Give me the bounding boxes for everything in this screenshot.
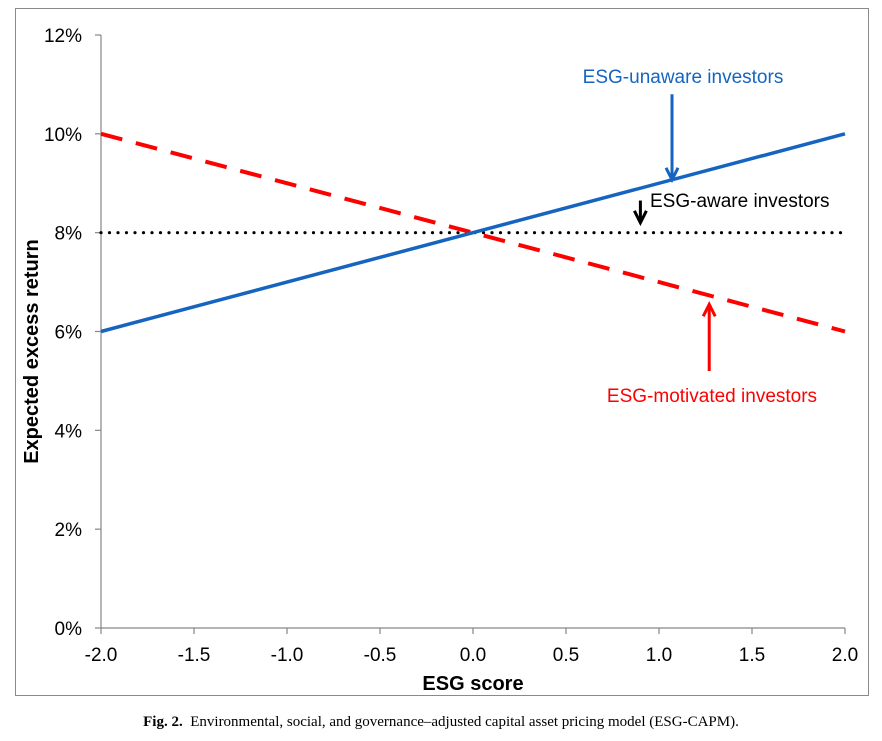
x-tick-label: -2.0 [85, 645, 118, 666]
arrow-head [664, 167, 680, 184]
x-axis-label: ESG score [422, 673, 523, 695]
caption-text: Environmental, social, and governance–ad… [190, 714, 739, 730]
y-tick-label: 8% [55, 224, 83, 245]
y-axis-label: Expected excess return [21, 239, 43, 464]
x-tick-label: 0.0 [460, 645, 486, 666]
chart-frame [15, 8, 869, 696]
x-tick-label: -1.5 [178, 645, 211, 666]
x-tick-label: -0.5 [364, 645, 397, 666]
y-tick-label: 4% [55, 421, 83, 442]
y-tick-label: 2% [55, 520, 83, 541]
axes: 0% 2% 4% 6% 8% 10% 12% -2.0 -1.5 -1.0 -0.5 0.0 0.5 1.… [44, 26, 858, 666]
x-tick-label: 0.5 [553, 645, 579, 666]
x-tick-label: 1.5 [739, 645, 765, 666]
caption-label: Fig. 2. [143, 714, 183, 730]
annotations-layer: ESG-unaware investors ESG-aware investors… [583, 67, 830, 407]
series-line-esg-unaware-investors [100, 132, 846, 334]
y-tick-label: 12% [44, 26, 82, 47]
annotation-label: ESG-aware investors [650, 191, 830, 212]
series-line-esg-motivated-investors [100, 131, 846, 334]
series-layer [99, 131, 847, 334]
arrow-head [701, 300, 717, 317]
x-tick-label: 1.0 [646, 645, 672, 666]
y-tick-label: 0% [55, 619, 83, 640]
x-tick-label: -1.0 [271, 645, 304, 666]
x-tick-label: 2.0 [832, 645, 858, 666]
y-tick-label: 10% [44, 125, 82, 146]
annotation-arrow [701, 300, 717, 372]
arrow-head [633, 210, 648, 227]
annotation-arrow [664, 94, 680, 184]
y-tick-label: 6% [55, 323, 83, 344]
annotation-label: ESG-unaware investors [583, 67, 784, 88]
figure-caption: Fig. 2. Environmental, social, and gover… [0, 714, 882, 731]
annotation-arrow [633, 200, 648, 227]
annotation-label: ESG-motivated investors [607, 386, 817, 407]
